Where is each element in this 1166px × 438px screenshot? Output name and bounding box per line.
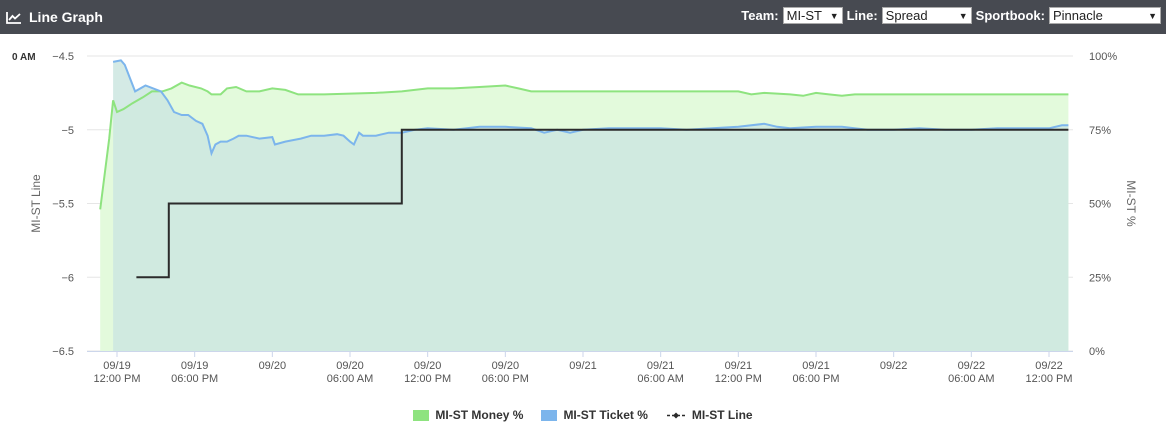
y-right-tick-label: 75%: [1089, 125, 1111, 137]
legend-label-money: MI-ST Money %: [435, 408, 524, 422]
x-tick-label-time: 06:00 AM: [948, 373, 994, 385]
legend-swatch-money: [413, 409, 430, 421]
chart-legend: MI-ST Money % MI-ST Ticket % MI-ST Line: [0, 408, 1166, 422]
ticket-area: [113, 60, 1069, 352]
x-tick-label-date: 09/20: [336, 360, 364, 372]
y-right-tick-label: 0%: [1089, 346, 1105, 358]
spread-series-line: [136, 128, 1069, 279]
y-left-tick-label: −4.5: [52, 51, 74, 63]
line-chart: −4.5 −5 −5.5 −6 −6.5 100% 75% 50% 25% 0% MI-ST Lin…: [12, 51, 1138, 385]
chart-title: Line Graph: [6, 0, 103, 34]
x-tick-label-date: 09/22: [1035, 360, 1063, 372]
money-series-line: [99, 81, 1069, 210]
x-tick-label-date: 09/22: [880, 360, 908, 372]
chart-title-text: Line Graph: [29, 9, 103, 25]
x-tick-label-date: 09/19: [103, 360, 131, 372]
x-tick-label-date: 09/22: [958, 360, 986, 372]
legend-swatch-ticket: [541, 409, 558, 421]
ticket-series-line: [112, 59, 1069, 157]
chevron-down-icon: ▼: [1148, 10, 1157, 21]
line-chart-icon: [6, 11, 22, 24]
line-select[interactable]: Spread ▼: [881, 7, 972, 24]
x-tick-label-time: 12:00 PM: [715, 373, 762, 385]
x-tick-label-time: 06:00 PM: [171, 373, 218, 385]
y-left-tick-label: −5: [61, 125, 74, 137]
y-right-axis-title: MI-ST %: [1124, 180, 1138, 227]
chevron-down-icon: ▼: [958, 10, 968, 21]
y-left-axis-title: MI-ST Line: [29, 174, 43, 233]
chevron-down-icon: ▼: [829, 10, 839, 21]
sportsbook-label: Sportbook:: [975, 8, 1045, 23]
x-tick-label-date: 09/21: [725, 360, 753, 372]
y-right-tick-label: 50%: [1089, 199, 1111, 211]
x-tick-label-time: 12:00 PM: [1025, 373, 1072, 385]
team-label: Team:: [741, 8, 779, 23]
line-label: Line:: [846, 8, 878, 23]
y-left-tick-label: −5.5: [52, 199, 74, 211]
x-tick-label-time: 06:00 AM: [637, 373, 683, 385]
x-tick-label-time: 06:00 PM: [482, 373, 529, 385]
chart-header: Line Graph Team: MI-ST ▼ Line: Spread ▼ …: [0, 0, 1166, 34]
legend-label-line: MI-ST Line: [691, 408, 753, 422]
corner-label: 0 AM: [12, 52, 36, 63]
team-select[interactable]: MI-ST ▼: [782, 7, 843, 24]
x-tick-label-time: 06:00 AM: [327, 373, 373, 385]
x-tick-label-date: 09/20: [492, 360, 520, 372]
legend-item-ticket[interactable]: MI-ST Ticket %: [541, 408, 648, 422]
x-tick-label-date: 09/19: [181, 360, 209, 372]
x-tick-label-date: 09/21: [647, 360, 675, 372]
legend-item-line[interactable]: MI-ST Line: [666, 408, 753, 422]
sportsbook-select-value: Pinnacle: [1053, 8, 1103, 23]
x-tick-label-time: 12:00 PM: [93, 373, 140, 385]
legend-item-money[interactable]: MI-ST Money %: [413, 408, 523, 422]
x-tick-label-date: 09/21: [802, 360, 830, 372]
legend-label-ticket: MI-ST Ticket %: [563, 408, 648, 422]
x-tick-label-time: 12:00 PM: [404, 373, 451, 385]
team-select-value: MI-ST: [786, 8, 822, 23]
legend-line-marker: [666, 412, 685, 418]
y-left-tick-label: −6: [61, 272, 74, 284]
sportsbook-select[interactable]: Pinnacle ▼: [1049, 7, 1161, 24]
x-tick-label-time: 06:00 PM: [792, 373, 839, 385]
x-tick-label-date: 09/21: [569, 360, 597, 372]
x-tick-label-date: 09/20: [414, 360, 442, 372]
y-right-tick-label: 25%: [1089, 272, 1111, 284]
x-tick-label-date: 09/20: [259, 360, 287, 372]
line-select-value: Spread: [885, 8, 928, 23]
y-left-tick-label: −6.5: [52, 346, 74, 358]
filter-controls: Team: MI-ST ▼ Line: Spread ▼ Sportbook: …: [741, 7, 1161, 24]
y-right-tick-label: 100%: [1089, 51, 1117, 63]
